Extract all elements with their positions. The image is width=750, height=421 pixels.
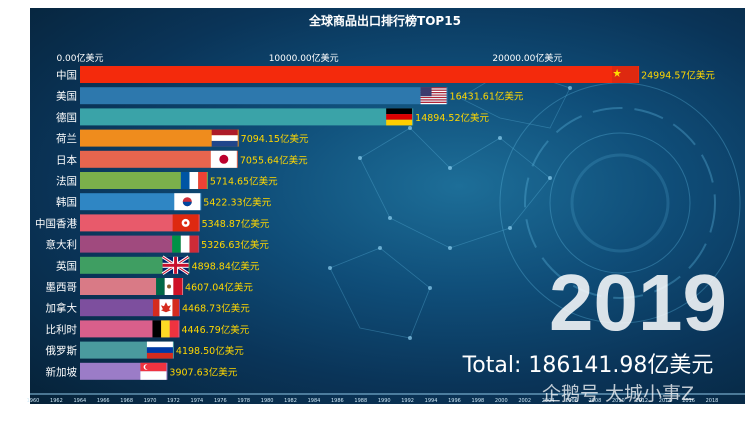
timeline-tick-label: 1986 bbox=[331, 398, 344, 404]
chart-title: 全球商品出口排行榜TOP15 bbox=[308, 13, 461, 28]
bar bbox=[80, 172, 208, 189]
timeline-tick-label: 1976 bbox=[214, 398, 227, 404]
bar bbox=[80, 256, 190, 274]
timeline-tick-label: 1998 bbox=[471, 398, 484, 404]
x-axis: 0.00亿美元 10000.00亿美元 20000.00亿美元 bbox=[56, 52, 562, 64]
category-label: 美国 bbox=[56, 90, 77, 103]
network-decoration bbox=[328, 66, 741, 340]
timeline-axis: 1960 1962 1964 1966 1968 1970 1972 1974 1976 1978… bbox=[27, 393, 745, 404]
value-label: 5422.33亿美元 bbox=[203, 197, 271, 209]
category-label: 俄罗斯 bbox=[46, 344, 78, 357]
timeline-tick-label: 1988 bbox=[354, 398, 367, 404]
germany-flag bbox=[386, 108, 413, 126]
value-label: 4607.04亿美元 bbox=[185, 282, 253, 294]
value-label: 3907.63亿美元 bbox=[169, 366, 237, 378]
timeline-tick-label: 1980 bbox=[261, 398, 274, 404]
category-label: 中国 bbox=[56, 69, 77, 82]
category-label: 法国 bbox=[56, 175, 77, 188]
timeline-tick-label: 1992 bbox=[401, 398, 414, 404]
timeline-tick-label: 2012 bbox=[635, 398, 648, 404]
category-label: 英国 bbox=[56, 259, 77, 272]
timeline-tick-label: 1972 bbox=[167, 398, 180, 404]
timeline-tick-label: 1970 bbox=[144, 398, 157, 404]
value-label: 5348.87亿美元 bbox=[202, 218, 270, 230]
usa-flag bbox=[420, 87, 447, 105]
category-label: 日本 bbox=[56, 153, 77, 166]
category-label: 新加坡 bbox=[46, 365, 78, 378]
x-tick-label: 20000.00亿美元 bbox=[492, 52, 562, 64]
mexico-flag bbox=[156, 278, 183, 295]
category-label: 墨西哥 bbox=[46, 282, 78, 294]
x-tick-label: 0.00亿美元 bbox=[56, 52, 103, 64]
canada-flag bbox=[152, 299, 179, 317]
x-tick-label: 10000.00亿美元 bbox=[269, 52, 339, 64]
timeline-tick-label: 2016 bbox=[682, 398, 695, 404]
category-label: 韩国 bbox=[56, 196, 77, 209]
year-label: 2019 bbox=[549, 258, 727, 347]
uk-flag bbox=[161, 255, 190, 276]
timeline-tick-label: 1968 bbox=[120, 398, 133, 404]
bar bbox=[80, 214, 200, 232]
timeline-tick-label: 1996 bbox=[448, 398, 461, 404]
timeline-tick-label: 1982 bbox=[284, 398, 297, 404]
hongkong-flag bbox=[172, 214, 199, 232]
timeline-tick-label: 2006 bbox=[565, 398, 578, 404]
korea-flag bbox=[174, 193, 201, 211]
timeline-tick-label: 2004 bbox=[542, 398, 555, 404]
value-label: 7094.15亿美元 bbox=[241, 133, 309, 145]
value-label: 4446.79亿美元 bbox=[181, 324, 249, 336]
timeline-tick-label: 2010 bbox=[612, 398, 625, 404]
bar bbox=[80, 150, 238, 168]
timeline-tick-label: 2014 bbox=[659, 398, 672, 404]
belgium-flag bbox=[152, 320, 179, 338]
value-label: 24994.57亿美元 bbox=[641, 70, 715, 82]
russia-flag bbox=[146, 341, 173, 359]
value-label: 4198.50亿美元 bbox=[176, 345, 244, 357]
value-label: 4468.73亿美元 bbox=[182, 303, 250, 315]
bar bbox=[80, 87, 448, 105]
timeline-tick-label: 1978 bbox=[237, 398, 250, 404]
japan-flag bbox=[210, 150, 237, 168]
category-label: 比利时 bbox=[46, 323, 78, 336]
bar bbox=[80, 193, 202, 211]
bar bbox=[80, 235, 200, 253]
italy-flag bbox=[172, 235, 199, 253]
timeline-tick-label: 1994 bbox=[425, 398, 438, 404]
category-label: 德国 bbox=[56, 111, 77, 124]
category-label: 意大利 bbox=[46, 238, 78, 251]
value-label: 5714.65亿美元 bbox=[210, 176, 278, 188]
watermark-text: 企鹅号 大城小事Z bbox=[542, 383, 694, 405]
timeline-tick-label: 1964 bbox=[73, 398, 86, 404]
timeline-tick-label: 2008 bbox=[589, 398, 602, 404]
timeline-tick-label: 1966 bbox=[97, 398, 110, 404]
netherlands-flag bbox=[211, 129, 238, 147]
china-flag bbox=[612, 66, 639, 83]
singapore-flag bbox=[140, 362, 167, 380]
timeline-tick-label: 1984 bbox=[308, 398, 321, 404]
timeline-tick-label: 2002 bbox=[518, 398, 531, 404]
category-label: 加拿大 bbox=[46, 302, 78, 315]
timeline-tick-label: 2018 bbox=[706, 398, 719, 404]
value-label: 4898.84亿美元 bbox=[192, 260, 260, 272]
value-label: 5326.63亿美元 bbox=[201, 239, 269, 251]
value-label: 16431.61亿美元 bbox=[450, 91, 524, 103]
category-label: 中国香港 bbox=[35, 217, 77, 230]
value-label: 7055.64亿美元 bbox=[240, 154, 308, 166]
value-label: 14894.52亿美元 bbox=[415, 112, 489, 124]
timeline-tick-label: 1962 bbox=[50, 398, 63, 404]
bar bbox=[80, 66, 640, 83]
timeline-tick-label: 1974 bbox=[191, 398, 204, 404]
bar bbox=[80, 108, 414, 126]
bar bbox=[80, 129, 239, 147]
france-flag bbox=[180, 172, 207, 189]
category-label: 荷兰 bbox=[56, 132, 77, 145]
timeline-tick-label: 2000 bbox=[495, 398, 508, 404]
timeline-tick-label: 1990 bbox=[378, 398, 391, 404]
timeline-tick-label: 1960 bbox=[27, 398, 40, 404]
total-label: Total: 186141.98亿美元 bbox=[462, 353, 714, 378]
